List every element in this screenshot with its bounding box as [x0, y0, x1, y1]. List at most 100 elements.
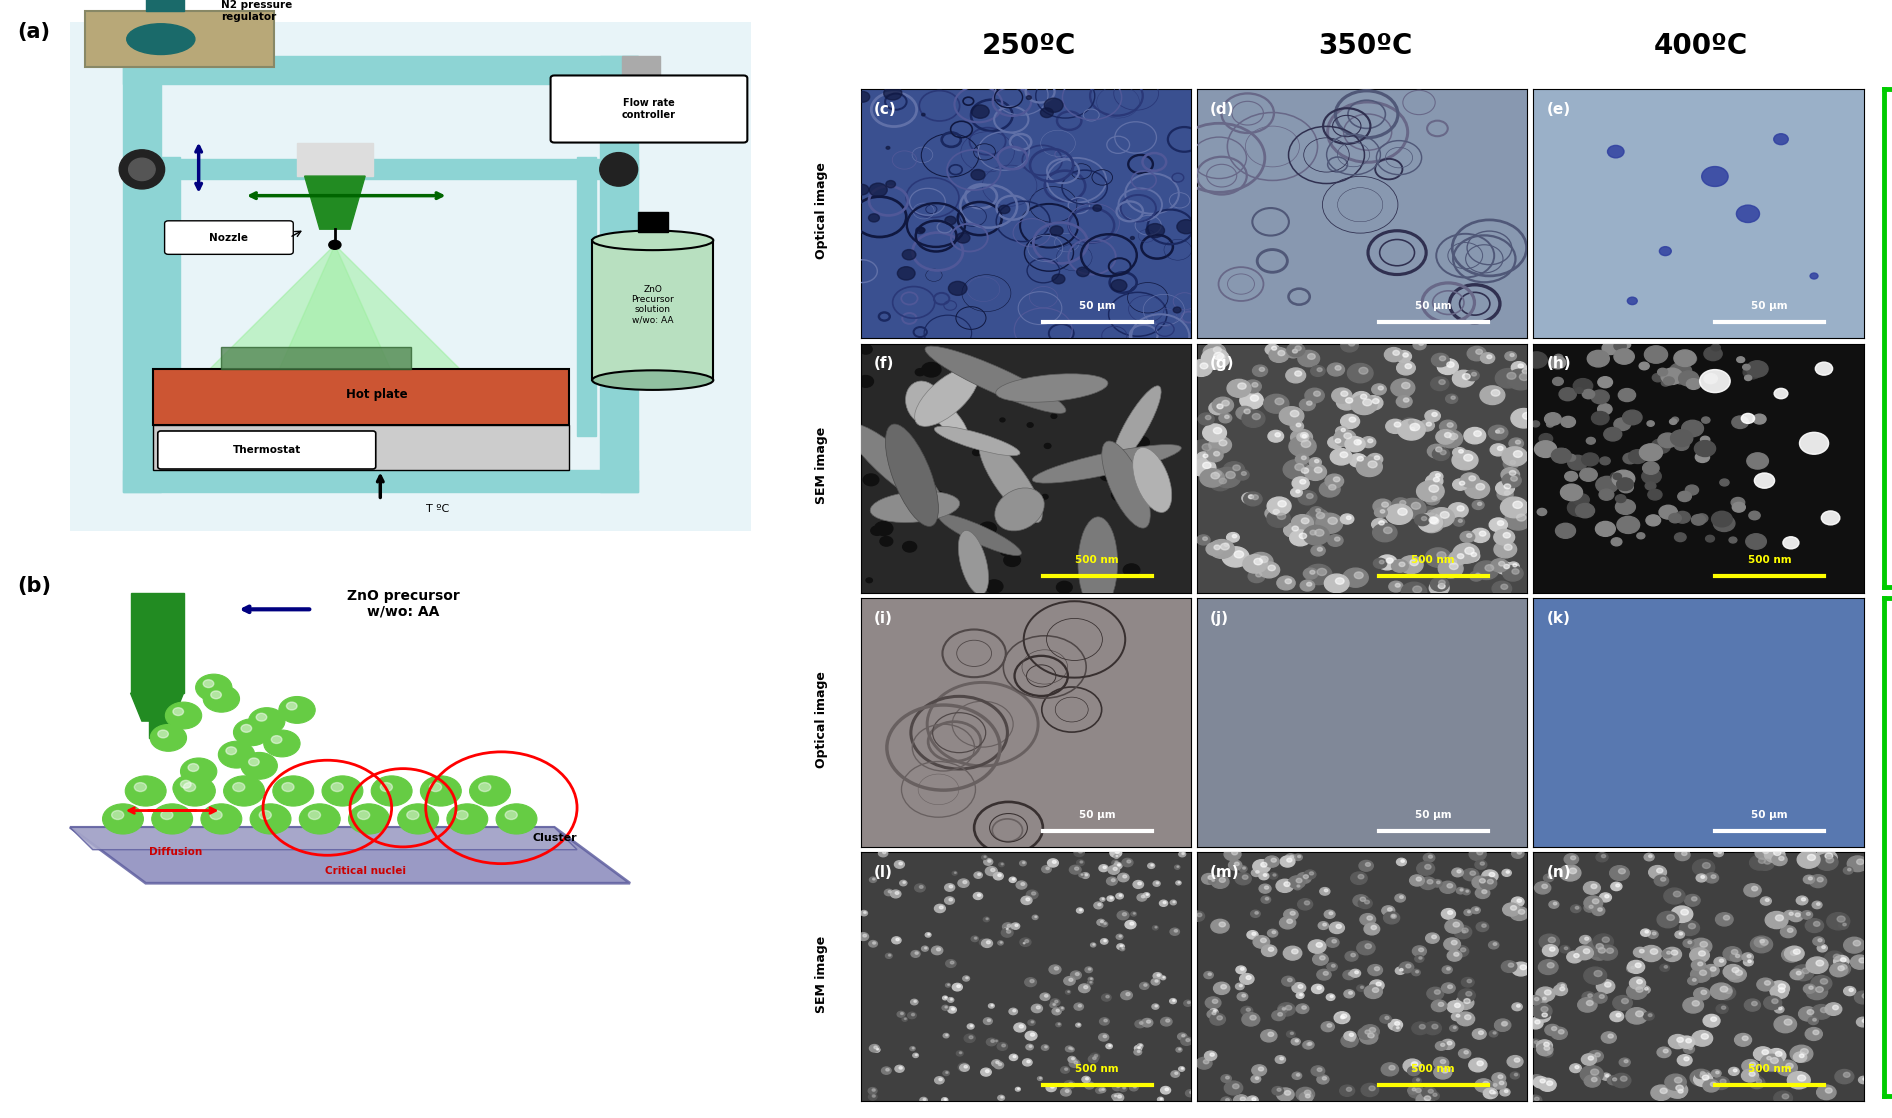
Circle shape: [1746, 453, 1769, 470]
Circle shape: [1481, 870, 1498, 882]
Circle shape: [1154, 1005, 1158, 1007]
Circle shape: [944, 1033, 950, 1038]
Circle shape: [1372, 383, 1387, 395]
Circle shape: [1090, 982, 1092, 983]
Circle shape: [1559, 388, 1576, 400]
Circle shape: [1118, 873, 1130, 882]
Circle shape: [969, 563, 986, 576]
Circle shape: [1763, 996, 1782, 1010]
Circle shape: [1258, 872, 1270, 880]
Circle shape: [1084, 986, 1088, 988]
Circle shape: [1616, 495, 1625, 502]
Circle shape: [1582, 992, 1595, 1002]
Circle shape: [1319, 956, 1324, 960]
Circle shape: [1472, 907, 1480, 913]
Circle shape: [1847, 856, 1867, 872]
Circle shape: [1743, 958, 1754, 966]
Circle shape: [1198, 452, 1211, 463]
Circle shape: [1466, 979, 1472, 983]
Circle shape: [1137, 1046, 1141, 1049]
Circle shape: [1404, 398, 1410, 402]
Circle shape: [1294, 884, 1302, 890]
Circle shape: [1402, 353, 1408, 357]
Circle shape: [1805, 1027, 1822, 1041]
Circle shape: [1396, 1026, 1400, 1029]
Circle shape: [1480, 877, 1497, 890]
Circle shape: [1413, 1069, 1417, 1071]
Circle shape: [1292, 1072, 1302, 1079]
Circle shape: [1046, 868, 1050, 870]
Circle shape: [1470, 529, 1489, 542]
Circle shape: [1461, 531, 1474, 542]
Circle shape: [1561, 984, 1565, 987]
Circle shape: [1300, 533, 1307, 539]
Circle shape: [407, 811, 418, 819]
Ellipse shape: [1112, 386, 1162, 465]
Circle shape: [1177, 219, 1196, 234]
Circle shape: [1500, 1088, 1510, 1096]
Circle shape: [1234, 1095, 1249, 1106]
Circle shape: [172, 775, 210, 802]
Circle shape: [1754, 414, 1765, 424]
Circle shape: [1077, 1023, 1080, 1027]
Circle shape: [1514, 501, 1523, 509]
Circle shape: [972, 892, 982, 900]
Circle shape: [895, 861, 904, 869]
Circle shape: [1493, 1083, 1497, 1087]
Circle shape: [1090, 1083, 1092, 1086]
Circle shape: [469, 776, 511, 806]
Circle shape: [1731, 498, 1744, 508]
Circle shape: [1201, 873, 1217, 884]
Circle shape: [1309, 530, 1317, 534]
Circle shape: [1027, 890, 1039, 899]
Circle shape: [1296, 872, 1311, 883]
Circle shape: [1546, 1081, 1553, 1086]
Circle shape: [1330, 448, 1353, 465]
Circle shape: [1307, 582, 1311, 586]
Circle shape: [1442, 909, 1455, 919]
Circle shape: [863, 474, 878, 485]
Circle shape: [1447, 950, 1463, 961]
Circle shape: [1788, 911, 1803, 921]
Circle shape: [1001, 418, 1005, 421]
Circle shape: [1724, 965, 1743, 979]
Circle shape: [1584, 949, 1589, 954]
Circle shape: [1771, 985, 1788, 998]
Circle shape: [1048, 859, 1058, 868]
Circle shape: [1720, 986, 1727, 992]
Circle shape: [1364, 923, 1379, 935]
Circle shape: [1593, 934, 1614, 949]
Circle shape: [1746, 361, 1767, 377]
Circle shape: [1078, 984, 1090, 993]
Circle shape: [218, 741, 255, 768]
Circle shape: [1307, 493, 1313, 499]
Circle shape: [1599, 995, 1604, 998]
Circle shape: [1292, 949, 1298, 954]
Circle shape: [1001, 928, 1012, 937]
Circle shape: [884, 851, 885, 854]
Circle shape: [1379, 521, 1385, 525]
Ellipse shape: [129, 158, 155, 180]
Circle shape: [1536, 1040, 1553, 1052]
Circle shape: [1665, 1074, 1686, 1090]
Circle shape: [1761, 1054, 1773, 1064]
Circle shape: [1686, 1039, 1691, 1043]
Circle shape: [1705, 873, 1718, 883]
Circle shape: [1517, 899, 1521, 902]
Circle shape: [1760, 939, 1765, 942]
Circle shape: [1413, 946, 1427, 956]
Circle shape: [1830, 964, 1848, 977]
Circle shape: [1491, 389, 1500, 396]
Circle shape: [942, 996, 948, 999]
Circle shape: [1591, 1069, 1599, 1076]
Circle shape: [1553, 902, 1557, 904]
Circle shape: [1387, 908, 1393, 911]
Circle shape: [1801, 1049, 1809, 1054]
Circle shape: [946, 984, 950, 987]
Circle shape: [1264, 856, 1279, 868]
Circle shape: [1587, 350, 1610, 367]
Circle shape: [1525, 352, 1548, 368]
Circle shape: [1345, 951, 1358, 961]
Circle shape: [1621, 998, 1629, 1004]
Circle shape: [1241, 1013, 1260, 1026]
